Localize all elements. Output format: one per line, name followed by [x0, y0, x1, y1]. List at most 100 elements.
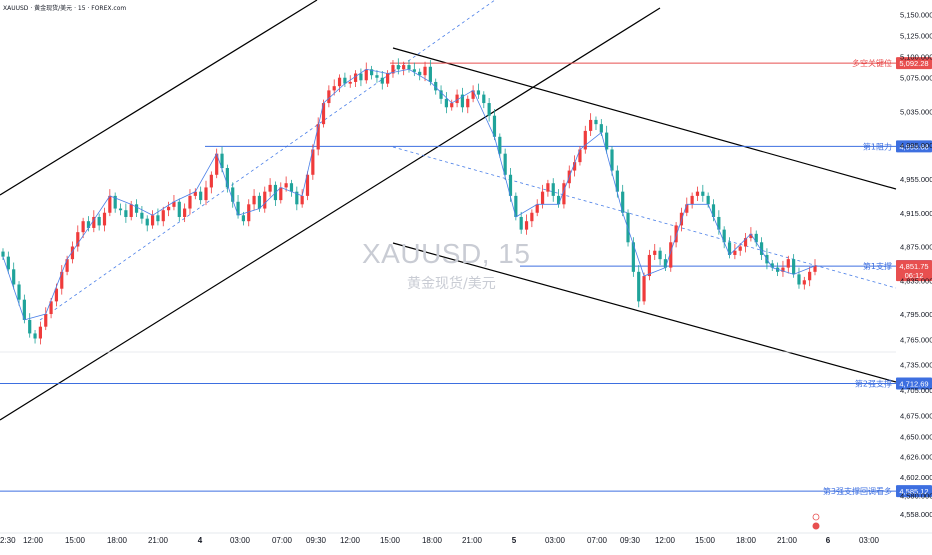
watermark-name: 黄金现货/美元: [407, 276, 496, 292]
trend-line: [392, 242, 897, 383]
candle-body: [749, 233, 753, 239]
x-tick-label: 09:30: [306, 536, 327, 545]
candle-body: [482, 94, 486, 104]
level-label: 多空关键位: [852, 58, 892, 68]
level-label: 第3强支撑回调看多: [823, 486, 892, 496]
level-price-value: 4,712.69: [899, 379, 928, 388]
event-marker: [812, 522, 820, 530]
candle-body: [487, 103, 491, 116]
candle-body: [466, 98, 470, 108]
candle-body: [450, 103, 454, 108]
y-tick-label: 4,602.000: [900, 473, 932, 482]
candle-body: [289, 183, 294, 192]
y-tick-label: 4,995.000: [900, 141, 932, 150]
y-tick-label: 4,835.000: [900, 276, 932, 285]
x-tick-label: 09:30: [620, 536, 641, 545]
candle-body: [669, 242, 673, 268]
level-price-tag: [896, 140, 932, 153]
candle-body: [76, 232, 80, 247]
candle-body: [615, 170, 619, 192]
candle-body: [386, 73, 390, 84]
candle-body: [428, 66, 432, 82]
candle-body: [86, 221, 91, 228]
candle-body: [551, 183, 555, 196]
level-label: 第2强支撑: [855, 378, 892, 388]
y-tick-label: 4,558.000: [900, 510, 932, 519]
candle-body: [257, 195, 262, 209]
y-tick-label: 5,075.000: [900, 74, 932, 83]
level-price-value: 4,993.68: [899, 142, 928, 151]
candle-body: [808, 271, 812, 281]
candle-body: [113, 195, 117, 209]
level-label: 第1阻力: [863, 141, 892, 151]
candle-body: [418, 71, 422, 76]
candle-body: [759, 242, 764, 255]
y-tick-label: 4,626.000: [900, 453, 932, 462]
candle-body: [231, 187, 235, 202]
x-tick-label: 12:00: [655, 536, 676, 545]
candle-body: [60, 271, 64, 289]
y-tick-label: 4,580.000: [900, 491, 932, 500]
candle-body: [118, 208, 123, 211]
candle-body: [167, 206, 171, 211]
candle-body: [647, 254, 651, 277]
y-tick-label: 5,035.000: [900, 107, 932, 116]
candle-body: [172, 201, 176, 207]
current-price-value: 4,851.75: [899, 262, 928, 271]
candle-body: [49, 301, 53, 315]
y-tick-label: 4,705.000: [900, 386, 932, 395]
candle-body: [492, 115, 497, 137]
level-price-value: 4,585.12: [899, 487, 928, 496]
candle-body: [562, 183, 566, 205]
candle-body: [380, 77, 384, 84]
candle-body: [295, 191, 299, 205]
candle-body: [108, 195, 112, 213]
y-tick-label: 4,795.000: [900, 310, 932, 319]
candle-body: [348, 81, 352, 84]
candle-body: [434, 81, 438, 91]
trend-line: [0, 0, 318, 196]
candle-body: [556, 195, 561, 205]
candle-body: [546, 183, 550, 192]
candle-body: [653, 250, 657, 255]
candle-body: [28, 319, 32, 334]
candle-body: [439, 90, 443, 99]
candle-body: [786, 259, 790, 268]
candle-body: [199, 191, 203, 201]
candle-body: [252, 195, 256, 205]
symbol-header: XAUUSD · 黄金现货/美元 · 15 · FOREX.com: [3, 5, 127, 12]
candle-body: [316, 124, 320, 150]
candle-body: [22, 299, 26, 320]
candle-body: [508, 174, 513, 196]
candle-body: [813, 265, 817, 272]
candle-body: [642, 276, 646, 302]
candle-body: [540, 191, 545, 205]
level-price-value: 5,092.28: [899, 59, 928, 68]
candle-body: [717, 216, 721, 230]
candle-body: [685, 204, 689, 213]
candle-body: [621, 191, 625, 213]
candle-body: [792, 259, 796, 275]
candle-body: [802, 280, 806, 285]
x-tick-label: 18:00: [422, 536, 443, 545]
candle-body: [268, 184, 272, 192]
candle-body: [583, 130, 587, 150]
candle-body: [637, 271, 641, 302]
candle-body: [220, 153, 224, 169]
candle-body: [722, 229, 726, 243]
candle-body: [524, 221, 529, 230]
x-tick-label: 18:00: [107, 536, 128, 545]
candle-body: [150, 215, 155, 226]
candle-body: [1, 251, 5, 257]
candle-body: [332, 86, 336, 91]
x-tick-label: 21:00: [777, 536, 798, 545]
candle-body: [695, 191, 700, 196]
candle-body: [605, 132, 609, 150]
x-tick-label: 03:00: [545, 536, 566, 545]
candle-body: [733, 250, 737, 255]
zigzag-line: [2, 68, 816, 321]
candle-body: [738, 246, 742, 251]
candle-body: [535, 204, 539, 213]
